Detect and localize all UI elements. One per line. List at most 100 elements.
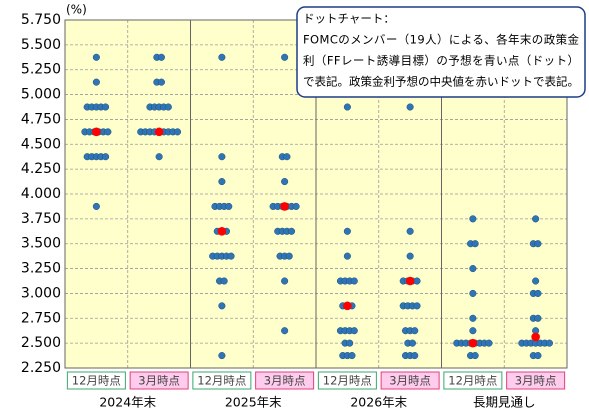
y-tick-label: 5.500 — [21, 37, 61, 53]
y-tick-label: 3.750 — [21, 211, 61, 227]
dot — [218, 302, 226, 310]
column-label-box — [443, 371, 503, 390]
dot — [225, 202, 233, 210]
column-label: 12月時点 — [323, 374, 372, 388]
y-tick-label: 2.750 — [21, 310, 61, 326]
dot — [287, 227, 296, 235]
dot — [408, 339, 416, 347]
column-label: 12月時点 — [72, 374, 121, 388]
y-tick-label: 5.000 — [21, 87, 61, 103]
y-tick-label: 3.000 — [21, 285, 61, 301]
dot — [102, 153, 110, 161]
dot — [413, 302, 421, 310]
dot — [469, 289, 477, 297]
group-label: 2024年末 — [99, 395, 156, 410]
annotation-line: 利（FFレート誘導目標）の予想を青い点（ドット） — [303, 54, 579, 68]
dot — [545, 339, 553, 347]
group-label: 2025年末 — [225, 395, 282, 410]
dot — [343, 103, 351, 111]
annotation-box — [296, 6, 586, 98]
y-tick-label: 4.750 — [21, 111, 61, 127]
column-label-box — [192, 371, 252, 390]
group-label: 2026年末 — [350, 395, 407, 410]
dot — [343, 227, 351, 235]
median-dot — [92, 127, 101, 137]
y-tick-label: 2.500 — [21, 335, 61, 351]
dot — [92, 202, 100, 210]
column-label-box — [66, 371, 126, 390]
dot — [469, 314, 477, 322]
median-dot — [468, 338, 478, 348]
dot — [292, 202, 300, 210]
dot — [285, 252, 293, 260]
dot — [218, 53, 226, 61]
median-dot — [154, 127, 164, 137]
column-label: 12月時点 — [197, 374, 246, 388]
y-tick-label: 3.250 — [21, 261, 61, 277]
dot — [281, 53, 289, 61]
dot — [411, 327, 419, 335]
dot — [173, 128, 182, 136]
annotation-line: FOMCのメンバー（19人）による、各年末の政策金 — [303, 33, 580, 47]
dot — [343, 252, 351, 260]
y-tick-label: 4.000 — [21, 186, 61, 202]
dot — [413, 277, 421, 285]
dot — [281, 327, 289, 335]
median-dot — [405, 276, 415, 286]
column-label-box — [317, 371, 377, 390]
column-label: 3月時点 — [138, 374, 180, 388]
dot — [532, 277, 540, 285]
dot — [534, 240, 542, 248]
dot — [92, 53, 100, 61]
column-label-box — [506, 371, 566, 390]
y-tick-label: 4.250 — [21, 161, 61, 177]
dot — [346, 339, 354, 347]
column-label-box — [255, 371, 315, 390]
median-dot — [280, 202, 289, 211]
dot — [157, 78, 165, 86]
dot — [218, 352, 226, 360]
dot — [406, 103, 414, 111]
dot — [155, 153, 163, 161]
dot — [283, 153, 291, 161]
dot — [471, 352, 479, 360]
dot — [469, 215, 477, 223]
dot — [102, 103, 110, 111]
dot — [92, 78, 100, 86]
dot — [220, 277, 228, 285]
dot — [104, 128, 112, 136]
dot — [534, 289, 542, 297]
dot — [469, 265, 477, 273]
y-tick-label: 5.250 — [21, 62, 61, 78]
dot — [350, 327, 358, 335]
dot — [411, 352, 419, 360]
dot — [406, 252, 414, 260]
dot — [157, 53, 165, 61]
y-tick-label: 4.500 — [21, 136, 61, 152]
annotation-line: で表記。政策金利予想の中央値を赤いドットで表記。 — [303, 75, 579, 89]
dot — [406, 227, 414, 235]
y-tick-label: 5.750 — [21, 12, 61, 28]
median-dot — [531, 332, 540, 342]
median-dot — [217, 226, 227, 236]
dot — [227, 252, 235, 260]
dot — [350, 277, 358, 285]
dot — [164, 103, 172, 111]
dot — [218, 153, 226, 161]
group-label: 長期見通し — [473, 395, 536, 410]
dot — [471, 240, 479, 248]
dot — [469, 327, 477, 335]
y-unit: (%) — [66, 3, 87, 17]
column-label-box — [129, 371, 189, 390]
column-label-box — [380, 371, 440, 390]
dot — [218, 178, 226, 186]
dot — [534, 352, 542, 360]
dot — [281, 277, 289, 285]
y-tick-label: 2.250 — [21, 360, 61, 376]
column-label: 12月時点 — [448, 374, 497, 388]
column-label: 3月時点 — [389, 374, 431, 388]
dot — [532, 215, 540, 223]
dot — [534, 314, 542, 322]
annotation-line: ドットチャート： — [303, 12, 395, 26]
